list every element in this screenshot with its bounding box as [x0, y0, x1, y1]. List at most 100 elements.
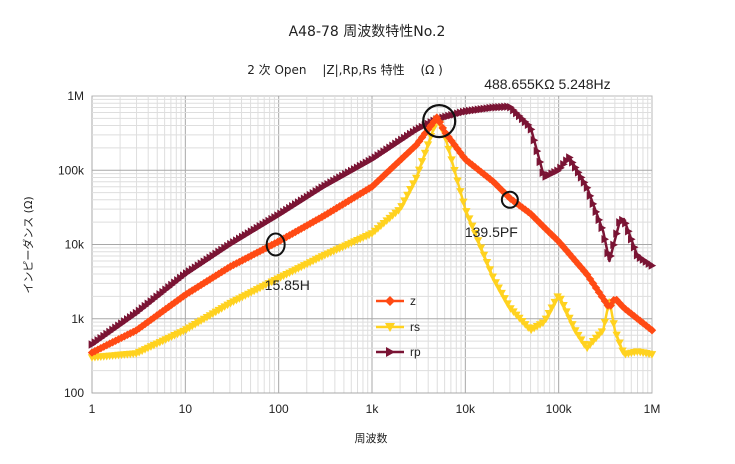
- series-rs-marker: [547, 304, 556, 313]
- series-rp-marker: [595, 215, 604, 225]
- series-rs-marker: [403, 191, 412, 200]
- series-rs-marker: [485, 266, 495, 274]
- series-rs-marker: [423, 141, 433, 149]
- series-z-marker: [565, 249, 574, 259]
- series-z-marker: [90, 346, 100, 356]
- series-rs-marker: [494, 284, 503, 293]
- series-rp-marker: [598, 223, 607, 233]
- series-rs-marker: [417, 158, 427, 166]
- series-rs-marker: [414, 166, 424, 175]
- x-tick-label: 1: [89, 402, 96, 416]
- series-rp-marker: [622, 219, 630, 228]
- series-z-marker: [450, 140, 459, 150]
- annotation-label: 15.85H: [265, 277, 310, 293]
- series-z-marker: [550, 233, 559, 242]
- series-z-marker: [588, 279, 598, 288]
- series-rp-marker: [536, 157, 545, 167]
- series-z-marker: [647, 326, 657, 335]
- series-z-marker: [323, 209, 332, 218]
- series-rs-marker: [420, 149, 430, 158]
- series-z-marker: [400, 152, 409, 161]
- series-z-marker: [644, 323, 654, 333]
- series-z-marker: [597, 292, 607, 301]
- series-rs-marker: [450, 166, 459, 175]
- legend-item-rp: rp: [376, 345, 421, 359]
- annotation-label: 488.655KΩ 5.248Hz: [484, 76, 610, 92]
- series-rs-marker: [473, 237, 483, 245]
- x-tick-label: 10k: [456, 402, 476, 416]
- x-tick-label: 100: [269, 402, 289, 416]
- legend: z rs rp: [376, 294, 421, 359]
- annotation-circles: [265, 103, 519, 257]
- x-tick-label: 100k: [546, 402, 573, 416]
- series-z-marker: [391, 160, 400, 169]
- series-rs-marker: [556, 295, 565, 304]
- y-tick-label: 10k: [65, 238, 85, 252]
- series-z-marker: [521, 205, 530, 214]
- series-z-marker: [223, 264, 232, 273]
- capacitance-marker-circle: [500, 190, 519, 209]
- series-z-marker: [385, 165, 394, 175]
- y-tick-label: 1k: [71, 312, 85, 326]
- series-rp-marker: [592, 207, 601, 217]
- series-rs-markers: [87, 116, 657, 362]
- legend-swatch-marker: [386, 347, 395, 357]
- series-rs-marker: [609, 320, 618, 328]
- series-rs-marker: [459, 198, 468, 207]
- series-rp-marker: [580, 178, 589, 187]
- grid: [91, 95, 653, 394]
- series-rs-marker: [503, 300, 512, 308]
- series-rs-marker: [488, 273, 498, 282]
- legend-label: z: [410, 294, 416, 308]
- peak-marker-circle: [422, 103, 457, 139]
- x-tick-labels: 1 10 100 1k 10k 100k 1M: [89, 402, 661, 416]
- series-rs-marker: [574, 331, 583, 340]
- series-rs-marker: [400, 197, 409, 205]
- series-z-marker: [524, 207, 533, 217]
- series-z-marker: [509, 196, 518, 206]
- series-rs-marker: [479, 251, 489, 260]
- series-rp-marker: [572, 163, 580, 172]
- series-rp-marker: [566, 153, 574, 162]
- series-z-marker: [562, 246, 571, 255]
- series-rp-marker: [569, 158, 577, 167]
- markers-layer: [87, 102, 657, 362]
- series-rp-marker: [583, 183, 592, 192]
- series-rs-marker: [397, 203, 406, 211]
- series-rp-marker: [533, 146, 542, 156]
- series-rp-marker: [539, 168, 548, 177]
- legend-label: rs: [410, 320, 420, 334]
- series-z-markers: [87, 113, 657, 357]
- series-rs-marker: [565, 314, 574, 323]
- series-rs-marker: [612, 331, 621, 340]
- series-z-marker: [580, 266, 589, 276]
- series-rp-marker: [527, 125, 536, 134]
- series-z-marker: [370, 179, 380, 189]
- series-z-marker: [435, 117, 444, 127]
- series-rp-marker: [524, 120, 533, 130]
- series-rp-marker: [607, 251, 615, 261]
- series-rs-marker: [456, 188, 465, 196]
- legend-swatch-marker: [385, 323, 395, 332]
- legend-item-rs: rs: [376, 320, 420, 334]
- series-rs-marker: [647, 351, 657, 359]
- y-tick-label: 1M: [67, 89, 84, 103]
- series-z-marker: [344, 196, 353, 206]
- legend-label: rp: [410, 345, 421, 359]
- inductance-marker-circle: [265, 232, 286, 257]
- series-z-marker: [547, 230, 556, 239]
- series-rs-marker: [409, 180, 418, 188]
- series-z-marker: [167, 300, 176, 310]
- series-rs-marker: [491, 279, 500, 287]
- series-z-marker: [465, 158, 474, 167]
- y-tick-label: 100k: [58, 163, 85, 177]
- x-axis-label: 周波数: [355, 432, 388, 445]
- series-z-marker: [456, 148, 465, 158]
- series-rp-marker: [648, 261, 657, 270]
- series-z-marker: [143, 317, 153, 327]
- series-z-marker: [532, 215, 542, 225]
- series-z-marker: [176, 294, 185, 303]
- series-z-marker: [621, 304, 630, 314]
- series-rs-marker: [453, 177, 462, 186]
